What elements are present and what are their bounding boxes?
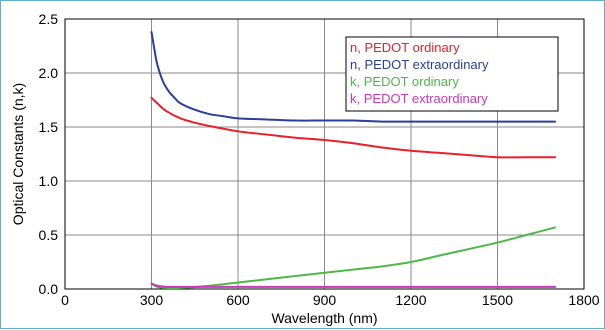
legend-entry: k, PEDOT ordinary	[350, 74, 459, 89]
x-tick-label: 1800	[568, 292, 599, 308]
data-series	[150, 30, 557, 290]
x-tick-label: 600	[226, 292, 250, 308]
x-tick-label: 0	[61, 292, 69, 308]
y-tick-label: 0.5	[39, 227, 59, 243]
x-axis-title: Wavelength (nm)	[271, 310, 377, 326]
x-tick-label: 900	[313, 292, 337, 308]
legend-entry: n, PEDOT ordinary	[350, 40, 460, 55]
y-tick-label: 1.0	[39, 173, 59, 189]
x-tick-label: 300	[140, 292, 164, 308]
tick-labels: 0 300 600 900 1200 1500 1800 0.0 0.5 1.0 1.5 2.0 2.5	[39, 11, 600, 308]
y-tick-label: 2.0	[39, 65, 59, 81]
legend: n, PEDOT ordinary n, PEDOT extraordinary k…	[345, 36, 559, 112]
k-extraordinary-line	[150, 282, 557, 288]
legend-box	[345, 36, 559, 112]
legend-entry: n, PEDOT extraordinary	[350, 57, 489, 72]
plot-area	[64, 18, 585, 290]
n-ordinary-line	[150, 96, 557, 159]
y-axis-title: Optical Constants (n,k)	[10, 83, 26, 225]
n-extraordinary-line	[150, 30, 557, 123]
y-tick-label: 0.0	[39, 281, 59, 297]
x-tick-label: 1200	[395, 292, 426, 308]
legend-entry: k, PEDOT extraordinary	[350, 91, 488, 106]
y-tick-label: 1.5	[39, 119, 59, 135]
k-ordinary-line	[150, 226, 557, 290]
y-tick-label: 2.5	[39, 11, 59, 27]
x-tick-label: 1500	[482, 292, 513, 308]
